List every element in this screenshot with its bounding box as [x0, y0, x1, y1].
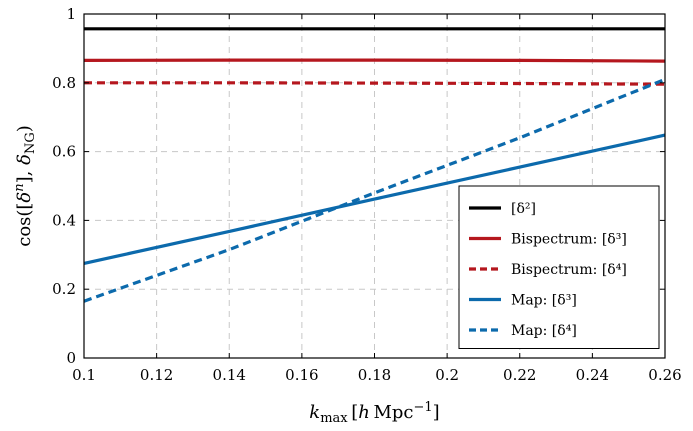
series-line-2	[83, 58, 666, 63]
x-tick-label: 0.1	[72, 366, 96, 384]
x-tick-label: 0.16	[285, 366, 318, 384]
legend-box	[458, 185, 660, 349]
series-lines	[83, 27, 666, 303]
legend-label-3: Bispectrum: [δ⁴]	[511, 262, 627, 278]
x-axis-label: kmax [h Mpc−1]	[309, 400, 439, 426]
y-tick-label: 0.2	[52, 280, 76, 298]
y-tick-label: 0	[66, 349, 76, 367]
y-axis-label: cos([δn], δNG)	[12, 125, 38, 247]
x-tick-label: 0.24	[576, 366, 609, 384]
legend-label-4: Map: [δ³]	[511, 293, 577, 309]
x-tick-label: 0.26	[648, 366, 681, 384]
legend-label-1: [δ²]	[511, 201, 536, 217]
legend-label-2: Bispectrum: [δ³]	[511, 232, 627, 248]
x-tick-label: 0.2	[435, 366, 459, 384]
legend-label-5: Map: [δ⁴]	[511, 323, 577, 339]
y-tick-label: 0.8	[52, 74, 76, 92]
legend: [δ²] Bispectrum: [δ³] Bispectrum: [δ⁴] Map:…	[458, 185, 660, 349]
y-axis-label-text: cos([δn], δNG)	[12, 125, 38, 247]
x-axis-label-text: kmax [h Mpc−1]	[309, 400, 439, 426]
x-tick-label: 0.22	[503, 366, 536, 384]
x-tick-label: 0.12	[140, 366, 173, 384]
series-line-3	[84, 81, 666, 86]
x-tick-label: 0.18	[358, 366, 391, 384]
y-tick-label: 0.6	[52, 143, 76, 161]
y-tick-label: 1	[66, 5, 76, 23]
y-tick-label: 0.4	[52, 211, 76, 229]
axis-ticks: 0.1 0.12 0.14 0.16 0.18 0.2 0.22 0.24 0.26 0 0.2 0.…	[52, 5, 682, 384]
series-line-4	[83, 133, 666, 265]
x-tick-label: 0.14	[213, 366, 246, 384]
